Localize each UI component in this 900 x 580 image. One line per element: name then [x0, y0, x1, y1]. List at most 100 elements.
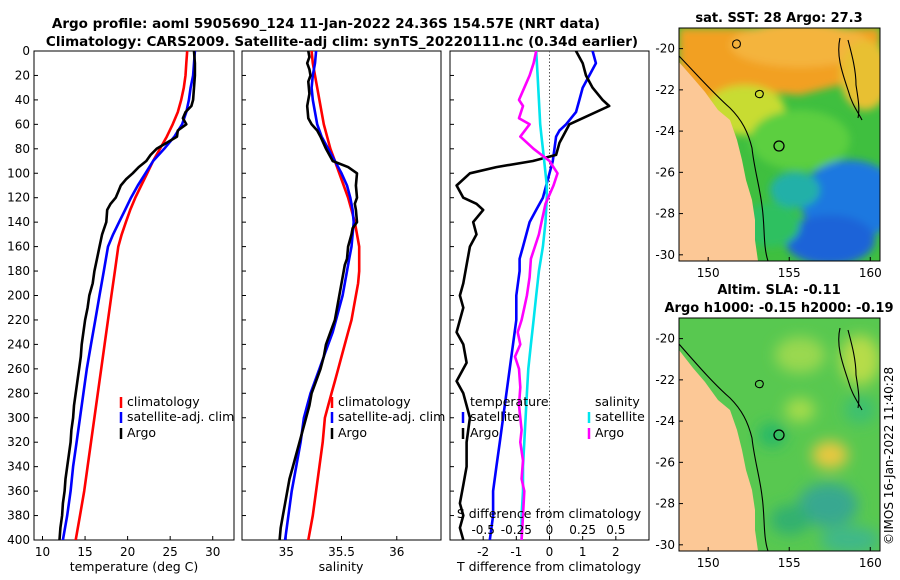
sst-cool-south: [785, 215, 875, 261]
difference-depth-ticks: [450, 50, 454, 541]
difference-panel: -2 -1 0 1 2 -0.5 -0.25 0 0.25 0.5 S difference f…: [449, 50, 650, 574]
sst-map: sat. SST: 28 Argo: 27.3 -20 -22: [655, 11, 881, 280]
sla-map: Altim. SLA: -0.11 Argo h1000: -0.15 h200…: [655, 283, 893, 570]
x-tick-label: 20: [120, 545, 135, 559]
sla-low-4: [770, 505, 810, 535]
sst-argo-marker: [773, 140, 785, 152]
sla-high-1: [775, 337, 825, 373]
sla-map-title-line2: Argo h1000: -0.15 h2000: -0.19: [664, 301, 893, 316]
series-line-satellite-adj-clim: [61, 51, 197, 540]
sst-teal-patch: [770, 172, 820, 208]
series-line-argo: [278, 51, 359, 540]
depth-tick-label: 160: [7, 240, 30, 254]
legend-label-satellite-adj: satellite-adj. clim: [127, 409, 234, 424]
sst-contour-seamount: [754, 89, 764, 99]
sla-low-5: [820, 526, 880, 551]
series-line-salinity-satellite: [520, 51, 549, 540]
legend-label-t-satellite: satellite: [470, 409, 520, 424]
difference-axes-box: [449, 50, 650, 541]
legend-label-t-argo: Argo: [470, 425, 499, 440]
sst-contour-island: [732, 39, 741, 49]
figure-title-line2: Climatology: CARS2009. Satellite-adj cli…: [46, 34, 638, 50]
depth-tick-label: 260: [7, 362, 30, 376]
depth-tick-label: 0: [22, 44, 30, 58]
lon-tick-label: 160: [859, 266, 882, 280]
series-line-argo: [58, 51, 197, 540]
depth-tick-label: 320: [7, 435, 30, 449]
sla-color-field: [758, 335, 880, 551]
salinity-depth-ticks: [242, 50, 246, 541]
sst-contour-reef-2: [847, 39, 860, 119]
sst-yellow-east: [840, 40, 880, 110]
depth-tick-label: 100: [7, 166, 30, 180]
legend-label-argo: Argo: [338, 425, 367, 440]
temperature-xlabel: temperature (deg C): [70, 559, 199, 574]
temperature-legend: climatology satellite-adj. clim Argo: [119, 394, 234, 440]
difference-legend-salinity: salinity satellite Argo: [587, 394, 645, 440]
legend-label-argo: Argo: [127, 425, 156, 440]
s-tick-label: -0.5: [471, 523, 494, 537]
legend-label-climatology: climatology: [338, 394, 411, 409]
x-tick-label: 35.5: [328, 545, 355, 559]
sst-map-title: sat. SST: 28 Argo: 27.3: [695, 11, 862, 26]
difference-s-ticks: -0.5 -0.25 0 0.25 0.5: [471, 523, 625, 537]
series-line-temperature-argo: [455, 51, 611, 540]
salinity-x-ticks: 35 35.5 36: [279, 536, 404, 559]
depth-tick-label: 300: [7, 411, 30, 425]
temperature-lines: [58, 51, 197, 540]
lat-tick-label: -22: [655, 83, 675, 97]
salinity-panel: 35 35.5 36 salinity climatology satellite-…: [241, 50, 445, 574]
lat-tick-label: -28: [655, 207, 675, 221]
s-tick-label: 0.5: [606, 523, 625, 537]
lat-tick-label: -24: [655, 124, 675, 138]
legend-header-salinity: salinity: [595, 394, 640, 409]
sla-contour-reef-2: [847, 329, 860, 409]
depth-tick-label: 280: [7, 386, 30, 400]
x-tick-label: 25: [163, 545, 178, 559]
sla-contour-shelf: [679, 343, 769, 551]
sla-contour-seamount: [754, 379, 764, 389]
sst-map-ticks: -20 -22 -24 -26 -28 -30 150 155 160: [655, 42, 881, 280]
lon-tick-label: 150: [697, 266, 720, 280]
sla-low-3: [844, 396, 876, 424]
legend-header-temperature: temperature: [470, 394, 549, 409]
depth-tick-label: 60: [15, 117, 30, 131]
temperature-panel: 0 20 40 60 80 100 120 140 160 180 200 220 240 260 280 3…: [7, 44, 235, 574]
lat-tick-label: -20: [655, 42, 675, 56]
depth-tick-label: 200: [7, 289, 30, 303]
series-line-climatology: [306, 51, 361, 540]
lon-tick-label: 160: [859, 556, 882, 570]
series-line-climatology: [74, 51, 189, 540]
depth-tick-label: 400: [7, 533, 30, 547]
x-tick-label: 10: [35, 545, 50, 559]
sla-map-ticks: -20 -22 -24 -26 -28 -30 150 155 160: [655, 332, 881, 570]
sla-argo-marker: [773, 429, 785, 441]
depth-tick-label: 360: [7, 484, 30, 498]
x-tick-label: 0: [546, 545, 554, 559]
sla-map-field: [679, 318, 880, 551]
series-line-salinity-argo: [513, 51, 559, 540]
sla-land-australia: [679, 350, 758, 551]
x-tick-label: 2: [612, 545, 620, 559]
lat-tick-label: -30: [655, 248, 675, 262]
depth-tick-label: 240: [7, 337, 30, 351]
legend-label-satellite-adj: satellite-adj. clim: [338, 409, 445, 424]
temperature-x-ticks: 10 15 20 25 30: [35, 536, 220, 559]
lat-tick-label: -28: [655, 497, 675, 511]
lat-tick-label: -20: [655, 332, 675, 346]
depth-tick-label: 340: [7, 460, 30, 474]
lat-tick-label: -30: [655, 538, 675, 552]
depth-tick-label: 220: [7, 313, 30, 327]
sla-map-frame: [678, 317, 881, 552]
s-difference-xlabel: S difference from climatology: [457, 506, 642, 521]
lon-tick-label: 150: [697, 556, 720, 570]
sla-high-3: [785, 398, 815, 422]
difference-lines: [455, 51, 611, 540]
temperature-depth-ticks: 0 20 40 60 80 100 120 140 160 180 200 220 240 260 280 3…: [7, 44, 38, 547]
sst-warm-patch: [730, 28, 870, 67]
temperature-axes-box: [33, 50, 235, 541]
s-tick-label: -0.25: [501, 523, 532, 537]
depth-tick-label: 40: [15, 93, 30, 107]
depth-tick-label: 180: [7, 264, 30, 278]
